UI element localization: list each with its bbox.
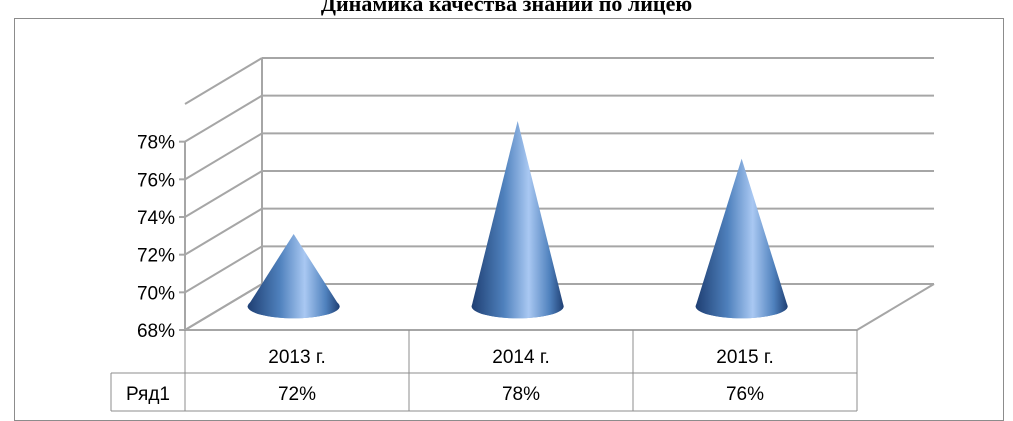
y-tick-label-5: 78%: [137, 133, 175, 154]
cone-2: [695, 158, 788, 319]
gridline-left-5: [184, 94, 263, 143]
category-label-0: 2013 г.: [268, 347, 325, 368]
y-tick-label-1: 70%: [137, 283, 175, 304]
cone-body-2: [695, 158, 788, 319]
data-value-label-1: 78%: [502, 384, 540, 405]
gridline-left-4: [184, 132, 263, 181]
floor-right-edge: [856, 283, 935, 331]
y-tick-label-0: 68%: [137, 321, 175, 342]
cone-0: [247, 233, 340, 319]
y-tick-label-2: 72%: [137, 246, 175, 267]
gridline-left-2: [184, 207, 263, 256]
data-value-label-0: 72%: [278, 384, 316, 405]
gridline-left-6: [184, 57, 263, 105]
cone-body-0: [247, 233, 340, 319]
chart-title: Динамика качества знаний по лицею: [320, 0, 693, 16]
category-label-1: 2014 г.: [492, 347, 549, 368]
data-value-label-2: 76%: [726, 384, 764, 405]
y-tick-label-3: 74%: [137, 208, 175, 229]
gridline-left-1: [184, 245, 263, 294]
gridline-left-0: [184, 283, 263, 331]
cone-1: [471, 120, 564, 319]
category-label-2: 2015 г.: [716, 347, 773, 368]
series-name-label: Ряд1: [126, 384, 170, 405]
gridline-left-3: [184, 170, 263, 218]
cone-body-1: [471, 120, 564, 319]
y-tick-label-4: 76%: [137, 170, 175, 191]
